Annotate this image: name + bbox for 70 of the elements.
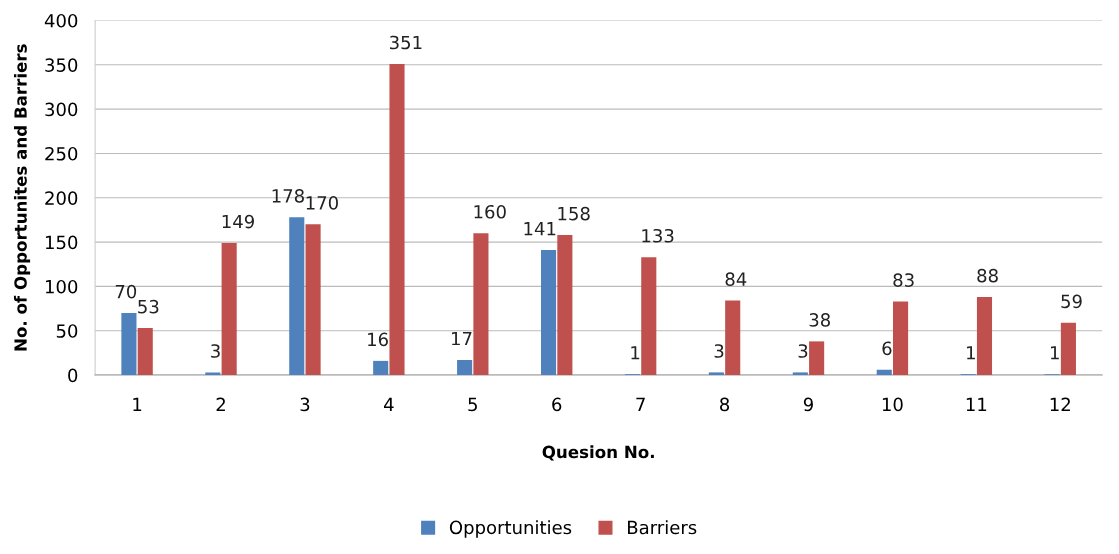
y-tick-label: 350 — [45, 58, 78, 72]
y-tick-label: 100 — [45, 279, 78, 294]
data-label: 141 — [524, 222, 556, 236]
bar — [121, 313, 137, 376]
data-label: 88 — [977, 268, 998, 283]
x-axis-title: Quesion No. — [542, 445, 654, 461]
bar — [457, 359, 473, 376]
data-label: 170 — [306, 196, 338, 210]
data-label: 149 — [222, 214, 254, 229]
bar — [893, 301, 909, 376]
data-label: 178 — [272, 189, 304, 203]
bar — [725, 300, 741, 376]
data-label: 6 — [882, 341, 892, 356]
bar — [1060, 322, 1076, 376]
bar — [976, 297, 993, 376]
bar — [373, 360, 389, 376]
data-label: 1 — [1050, 346, 1059, 360]
x-tick-label: 9 — [803, 397, 813, 412]
legend-label: Opportunities — [449, 520, 572, 538]
data-label: 3 — [211, 344, 220, 358]
y-tick-label: 0 — [68, 368, 78, 383]
bar — [389, 63, 405, 376]
data-label: 59 — [1061, 294, 1082, 309]
data-label: 133 — [642, 228, 674, 243]
x-tick-label: 6 — [552, 397, 562, 412]
bar — [792, 372, 808, 376]
data-label: 1 — [967, 346, 975, 360]
bar — [473, 233, 489, 376]
legend-label: Barriers — [628, 520, 697, 535]
data-label: 351 — [389, 35, 422, 50]
x-tick-label: 5 — [468, 397, 477, 412]
bar — [809, 341, 825, 376]
data-label: 3 — [714, 344, 724, 358]
x-tick-label: 2 — [216, 397, 225, 411]
x-tick-label: 3 — [300, 397, 310, 412]
x-tick-label: 7 — [636, 397, 645, 411]
bar — [641, 257, 657, 376]
bar — [137, 328, 153, 376]
bar — [557, 235, 573, 376]
y-tick-label: 200 — [45, 191, 78, 205]
bar — [289, 217, 305, 376]
data-label: 83 — [893, 273, 914, 287]
data-label: 17 — [452, 331, 472, 346]
bar — [708, 372, 724, 376]
data-label: 70 — [115, 284, 137, 299]
data-label: 16 — [368, 332, 388, 347]
x-tick-label: 12 — [1050, 397, 1070, 411]
data-label: 1 — [631, 346, 640, 360]
data-label: 160 — [474, 204, 506, 219]
data-label: 3 — [798, 344, 808, 358]
y-tick-label: 250 — [45, 146, 78, 161]
data-label: 53 — [138, 299, 159, 314]
x-tick-label: 4 — [383, 397, 394, 411]
bar — [205, 372, 221, 376]
y-tick-label: 400 — [44, 13, 78, 28]
x-tick-label: 1 — [133, 397, 142, 411]
bar — [540, 250, 557, 376]
data-label: 38 — [809, 313, 830, 327]
y-tick-label: 300 — [45, 102, 78, 117]
x-tick-label: 8 — [720, 397, 730, 412]
bar — [305, 224, 321, 376]
bar — [221, 242, 237, 376]
bar — [876, 369, 892, 376]
data-label: 158 — [558, 206, 590, 221]
y-tick-label: 150 — [45, 235, 78, 250]
y-tick-label: 50 — [56, 324, 78, 338]
y-axis-title: No. of Opportunites and Barriers — [13, 44, 31, 351]
x-tick-label: 11 — [966, 397, 987, 411]
data-label: 84 — [725, 272, 747, 286]
x-tick-label: 10 — [882, 397, 903, 412]
